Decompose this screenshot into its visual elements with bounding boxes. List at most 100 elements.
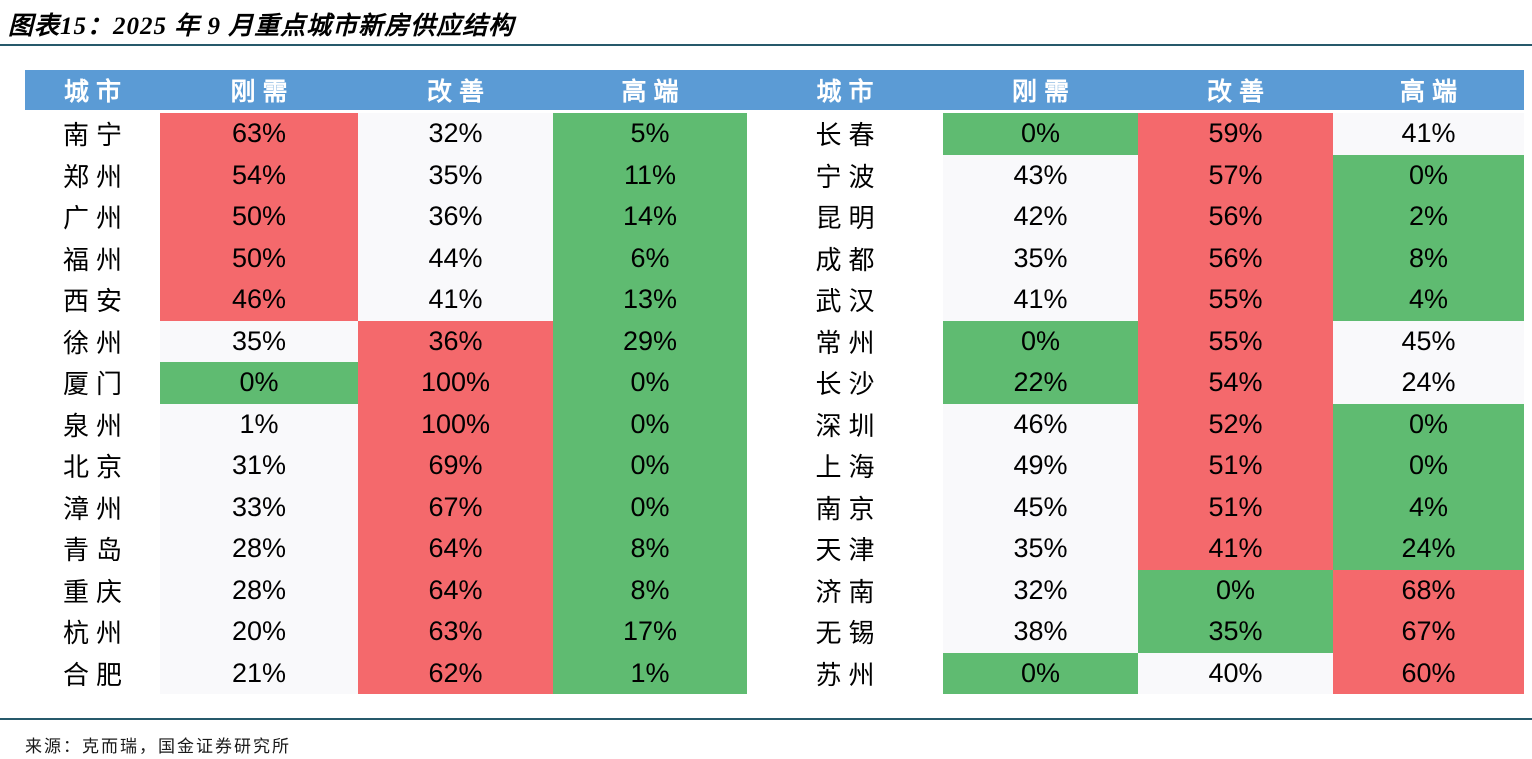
value-cell: 0% — [1333, 445, 1524, 487]
value-cell: 45% — [943, 486, 1138, 528]
value-cell: 36% — [358, 320, 553, 362]
city-cell: 常州 — [747, 320, 943, 362]
value-cell: 13% — [553, 279, 747, 321]
value-cell: 57% — [1138, 154, 1333, 196]
city-cell: 济南 — [747, 569, 943, 611]
value-cell: 40% — [1138, 652, 1333, 694]
footer-divider-line — [0, 718, 1532, 720]
column-header-city-left: 城市 — [25, 70, 160, 113]
city-cell: 长春 — [747, 113, 943, 155]
city-cell: 苏州 — [747, 652, 943, 694]
value-cell: 100% — [358, 362, 553, 404]
city-cell: 泉州 — [25, 403, 160, 445]
value-cell: 14% — [553, 196, 747, 238]
column-header-highend-right: 高端 — [1333, 70, 1524, 113]
city-cell: 西安 — [25, 279, 160, 321]
value-cell: 2% — [1333, 196, 1524, 238]
column-header-improve-right: 改善 — [1138, 70, 1333, 113]
value-cell: 4% — [1333, 486, 1524, 528]
value-cell: 44% — [358, 237, 553, 279]
city-cell: 上海 — [747, 445, 943, 487]
city-cell: 昆明 — [747, 196, 943, 238]
value-cell: 21% — [160, 652, 358, 694]
column-header-rigid-right: 刚需 — [943, 70, 1138, 113]
value-cell: 28% — [160, 569, 358, 611]
value-cell: 67% — [1333, 611, 1524, 653]
value-cell: 20% — [160, 611, 358, 653]
value-cell: 38% — [943, 611, 1138, 653]
value-cell: 41% — [358, 279, 553, 321]
city-cell: 福州 — [25, 237, 160, 279]
value-cell: 35% — [160, 320, 358, 362]
supply-structure-table: 城市 刚需 改善 高端 城市 刚需 改善 高端 南宁 63% 32% 5% 长春 0% 59… — [25, 70, 1524, 694]
value-cell: 0% — [553, 403, 747, 445]
value-cell: 52% — [1138, 403, 1333, 445]
value-cell: 8% — [553, 569, 747, 611]
value-cell: 60% — [1333, 652, 1524, 694]
value-cell: 55% — [1138, 320, 1333, 362]
value-cell: 0% — [943, 320, 1138, 362]
value-cell: 56% — [1138, 196, 1333, 238]
value-cell: 28% — [160, 528, 358, 570]
value-cell: 35% — [943, 237, 1138, 279]
city-cell: 重庆 — [25, 569, 160, 611]
value-cell: 63% — [160, 113, 358, 155]
column-header-highend-left: 高端 — [553, 70, 747, 113]
value-cell: 46% — [943, 403, 1138, 445]
value-cell: 1% — [553, 652, 747, 694]
value-cell: 0% — [553, 486, 747, 528]
city-cell: 无锡 — [747, 611, 943, 653]
value-cell: 31% — [160, 445, 358, 487]
city-cell: 宁波 — [747, 154, 943, 196]
value-cell: 36% — [358, 196, 553, 238]
column-header-city-right: 城市 — [747, 70, 943, 113]
value-cell: 68% — [1333, 569, 1524, 611]
value-cell: 62% — [358, 652, 553, 694]
value-cell: 0% — [553, 362, 747, 404]
value-cell: 50% — [160, 196, 358, 238]
value-cell: 6% — [553, 237, 747, 279]
value-cell: 64% — [358, 528, 553, 570]
value-cell: 0% — [1138, 569, 1333, 611]
value-cell: 49% — [943, 445, 1138, 487]
value-cell: 56% — [1138, 237, 1333, 279]
value-cell: 4% — [1333, 279, 1524, 321]
value-cell: 41% — [943, 279, 1138, 321]
value-cell: 54% — [1138, 362, 1333, 404]
value-cell: 63% — [358, 611, 553, 653]
value-cell: 35% — [358, 154, 553, 196]
value-cell: 33% — [160, 486, 358, 528]
value-cell: 51% — [1138, 486, 1333, 528]
value-cell: 0% — [1333, 154, 1524, 196]
value-cell: 41% — [1333, 113, 1524, 155]
value-cell: 67% — [358, 486, 553, 528]
value-cell: 0% — [943, 113, 1138, 155]
value-cell: 55% — [1138, 279, 1333, 321]
value-cell: 29% — [553, 320, 747, 362]
city-cell: 徐州 — [25, 320, 160, 362]
value-cell: 42% — [943, 196, 1138, 238]
city-cell: 武汉 — [747, 279, 943, 321]
value-cell: 0% — [943, 652, 1138, 694]
city-cell: 郑州 — [25, 154, 160, 196]
city-cell: 杭州 — [25, 611, 160, 653]
value-cell: 1% — [160, 403, 358, 445]
city-cell: 漳州 — [25, 486, 160, 528]
value-cell: 0% — [160, 362, 358, 404]
city-cell: 南京 — [747, 486, 943, 528]
city-cell: 广州 — [25, 196, 160, 238]
figure-title: 图表15：2025 年 9 月重点城市新房供应结构 — [8, 13, 515, 40]
column-header-rigid-left: 刚需 — [160, 70, 358, 113]
city-cell: 深圳 — [747, 403, 943, 445]
title-divider-line — [0, 44, 1532, 46]
value-cell: 0% — [1333, 403, 1524, 445]
city-cell: 天津 — [747, 528, 943, 570]
city-cell: 厦门 — [25, 362, 160, 404]
city-cell: 成都 — [747, 237, 943, 279]
value-cell: 8% — [1333, 237, 1524, 279]
value-cell: 32% — [358, 113, 553, 155]
value-cell: 22% — [943, 362, 1138, 404]
value-cell: 24% — [1333, 362, 1524, 404]
value-cell: 43% — [943, 154, 1138, 196]
value-cell: 11% — [553, 154, 747, 196]
